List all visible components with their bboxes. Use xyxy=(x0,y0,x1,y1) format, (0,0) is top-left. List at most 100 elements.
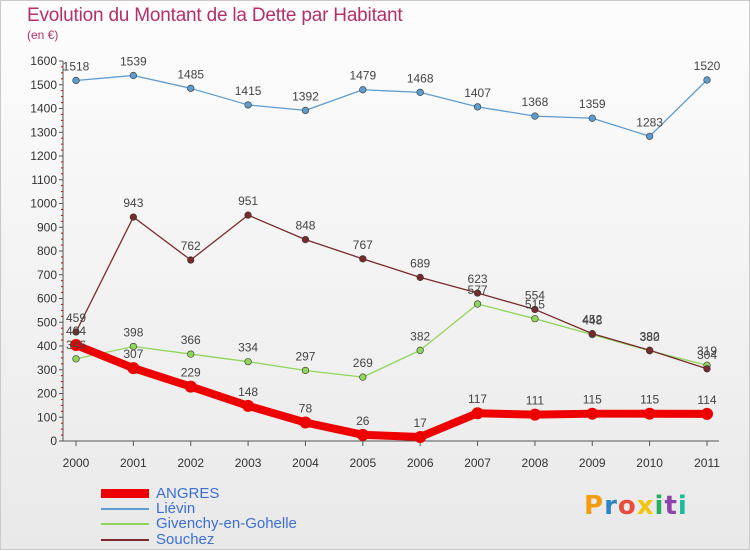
data-label-angres: 117 xyxy=(468,392,487,406)
data-label-li-vin: 1392 xyxy=(292,89,319,103)
data-point-angres xyxy=(528,408,541,421)
data-label-givenchy-en-gohelle: 346 xyxy=(66,338,86,352)
data-label-givenchy-en-gohelle: 297 xyxy=(295,349,315,363)
x-tick-label: 2007 xyxy=(464,456,491,470)
data-labels: 1518 1539 1485 1415 1392 1479 1468 1407 1368 1359… xyxy=(63,54,721,429)
axes: 0 100 200 300 400 500 600 700 800 900 1000 1100 1200… xyxy=(30,54,720,470)
data-point-souchez xyxy=(359,255,367,263)
data-point-li-vin xyxy=(301,106,310,114)
y-tick-label: 1600 xyxy=(30,54,57,68)
legend-swatch-givenchy xyxy=(101,523,149,525)
data-point-li-vin xyxy=(244,101,252,109)
series-line-angres xyxy=(74,341,708,441)
data-point-li-vin xyxy=(359,86,367,94)
data-point-souchez xyxy=(301,236,310,244)
data-label-souchez: 943 xyxy=(123,196,143,210)
data-point-li-vin xyxy=(72,76,80,85)
legend-label-souchez: Souchez xyxy=(156,531,215,548)
x-tick-label: 2000 xyxy=(63,456,90,470)
data-label-li-vin: 1520 xyxy=(694,59,721,73)
y-tick-label: 1200 xyxy=(30,149,57,163)
data-point-souchez xyxy=(473,289,482,297)
logo-letter: x xyxy=(636,491,655,521)
data-label-souchez: 459 xyxy=(66,311,86,325)
data-label-angres: 26 xyxy=(356,414,370,428)
y-tick-label: 300 xyxy=(37,363,57,377)
data-label-souchez: 951 xyxy=(238,194,258,208)
y-tick-label: 100 xyxy=(37,410,57,424)
chart-title: Evolution du Montant de la Dette par Hab… xyxy=(27,5,403,26)
legend-label-givenchy: Givenchy-en-Gohelle xyxy=(156,515,297,532)
x-tick-label: 2004 xyxy=(292,456,319,470)
data-point-angres xyxy=(701,407,713,420)
data-label-givenchy-en-gohelle: 577 xyxy=(468,283,488,297)
y-tick-label: 800 xyxy=(37,244,57,258)
data-point-angres xyxy=(70,339,82,352)
data-point-souchez xyxy=(588,330,596,338)
data-label-souchez: 554 xyxy=(525,288,545,302)
data-label-givenchy-en-gohelle: 382 xyxy=(410,329,430,343)
data-point-souchez xyxy=(129,213,137,221)
chart-unit: (en €) xyxy=(27,28,59,42)
data-point-angres xyxy=(414,430,427,443)
data-point-li-vin xyxy=(416,88,424,96)
logo-letter: i xyxy=(677,491,688,521)
legend-swatch-angres xyxy=(101,489,149,498)
logo-letter: i xyxy=(654,491,665,521)
series-line-li-vin xyxy=(75,74,708,137)
data-label-souchez: 767 xyxy=(353,238,373,252)
y-tick-label: 500 xyxy=(37,315,57,329)
data-point-li-vin xyxy=(129,71,137,80)
proxiti-logo: Proxiti xyxy=(584,491,688,521)
data-point-souchez xyxy=(646,346,654,354)
data-label-angres: 111 xyxy=(526,394,545,408)
series-lines xyxy=(70,71,713,443)
data-label-li-vin: 1407 xyxy=(464,86,491,100)
data-point-angres xyxy=(127,362,140,375)
data-label-givenchy-en-gohelle: 319 xyxy=(697,344,717,358)
series-line-souchez xyxy=(75,214,708,370)
x-tick-label: 2010 xyxy=(636,456,663,470)
data-label-souchez: 848 xyxy=(295,219,315,233)
data-point-angres xyxy=(356,428,369,441)
data-label-angres: 229 xyxy=(181,366,201,380)
logo-letter: o xyxy=(617,491,637,521)
data-point-angres xyxy=(184,380,197,393)
data-label-li-vin: 1539 xyxy=(120,54,147,68)
data-point-givenchy-en-gohelle xyxy=(473,300,482,308)
data-point-souchez xyxy=(531,305,539,314)
x-tick-label: 2003 xyxy=(235,456,262,470)
logo-letter: r xyxy=(604,491,618,521)
x-tick-label: 2009 xyxy=(579,456,606,470)
data-label-li-vin: 1485 xyxy=(177,67,204,81)
data-point-souchez xyxy=(187,256,195,264)
data-label-givenchy-en-gohelle: 269 xyxy=(353,356,373,370)
data-label-givenchy-en-gohelle: 515 xyxy=(525,298,545,312)
x-tick-label: 2005 xyxy=(349,456,376,470)
y-tick-label: 700 xyxy=(37,268,57,282)
y-tick-label: 1000 xyxy=(30,197,57,211)
data-point-givenchy-en-gohelle xyxy=(72,355,80,363)
data-label-givenchy-en-gohelle: 448 xyxy=(582,314,602,328)
legend-label-angres: ANGRES xyxy=(156,485,220,502)
data-label-angres: 115 xyxy=(583,393,602,407)
data-label-angres: 148 xyxy=(238,385,258,399)
y-tick-label: 900 xyxy=(37,220,57,234)
x-tick-label: 2006 xyxy=(407,456,434,470)
data-point-li-vin xyxy=(187,84,195,92)
data-point-givenchy-en-gohelle xyxy=(531,315,539,323)
legend-swatch-souchez xyxy=(101,539,149,541)
data-label-angres: 307 xyxy=(123,347,143,361)
data-point-souchez xyxy=(416,273,424,281)
data-point-li-vin xyxy=(588,114,596,122)
data-label-angres: 17 xyxy=(414,416,428,430)
data-point-souchez xyxy=(244,211,252,219)
y-tick-label: 1300 xyxy=(30,125,57,139)
data-point-li-vin xyxy=(703,76,711,84)
x-tick-label: 2001 xyxy=(120,456,147,470)
data-label-givenchy-en-gohelle: 366 xyxy=(181,333,201,347)
data-point-souchez xyxy=(703,365,711,373)
data-point-li-vin xyxy=(473,103,482,111)
data-point-givenchy-en-gohelle xyxy=(129,342,137,351)
